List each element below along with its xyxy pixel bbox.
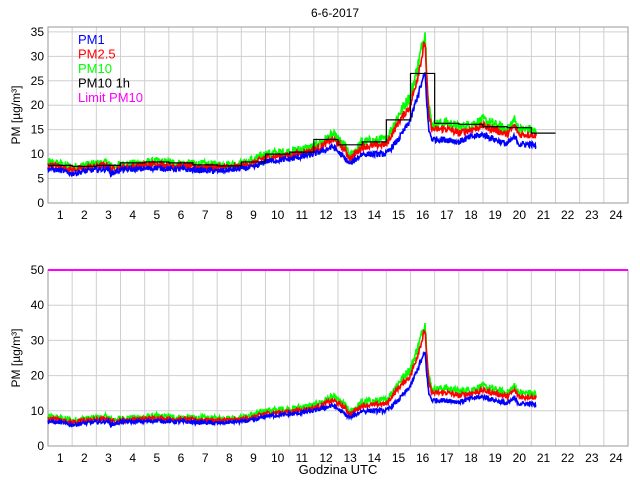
x-tick-label: 13 [343,208,357,222]
x-tick-label: 24 [609,208,623,222]
x-tick-label: 23 [585,208,599,222]
x-tick-label: 8 [226,451,233,465]
x-tick-label: 18 [464,208,478,222]
x-tick-label: 10 [271,451,285,465]
x-tick-label: 5 [153,208,160,222]
x-tick-label: 9 [250,208,257,222]
x-tick-label: 17 [440,451,454,465]
y-tick-label: 50 [31,263,45,277]
y-tick-label: 30 [31,49,45,63]
x-tick-label: 12 [319,451,333,465]
y-tick-label: 20 [31,369,45,383]
legend-entry: Limit PM10 [78,90,143,105]
x-tick-label: 8 [226,208,233,222]
x-tick-label: 10 [271,208,285,222]
y-tick-label: 30 [31,333,45,347]
x-tick-label: 22 [561,451,575,465]
x-tick-label: 9 [250,451,257,465]
x-tick-label: 6 [178,451,185,465]
y-tick-label: 10 [31,404,45,418]
legend-entry: PM10 [78,61,112,76]
x-tick-label: 6 [178,208,185,222]
y-tick-label: 35 [31,25,45,39]
y-tick-label: 0 [37,439,44,453]
y-tick-label: 25 [31,74,45,88]
x-tick-label: 14 [368,451,382,465]
x-tick-label: 16 [416,451,430,465]
x-tick-label: 11 [296,451,309,465]
legend-entry: PM1 [78,32,105,47]
y-axis-label: PM [µg/m³] [9,329,23,388]
x-tick-label: 11 [296,208,309,222]
x-tick-label: 7 [202,451,209,465]
x-tick-label: 1 [57,208,64,222]
y-tick-label: 10 [31,147,45,161]
top-plot: 1 2 3 4 5 6 7 8 9 10 11 12 13 14 15 16 17 18 19 20 21 22 23 240… [9,25,629,222]
series-line-pm1 [47,72,537,178]
x-tick-label: 19 [488,451,502,465]
series-line-pm1 [47,350,537,429]
x-tick-label: 4 [129,208,136,222]
x-tick-label: 16 [416,208,430,222]
x-tick-label: 15 [392,208,406,222]
bottom-plot: 1 2 3 4 5 6 7 8 9 10 11 12 13 14 15 16 17 18 19 20 21 22 23 240… [9,263,629,465]
x-tick-label: 20 [513,208,527,222]
chart-title: 6-6-2017 [311,6,359,20]
y-tick-label: 0 [37,196,44,210]
x-tick-label: 1 [57,451,64,465]
x-tick-label: 2 [81,451,88,465]
x-tick-label: 4 [129,451,136,465]
x-tick-label: 21 [537,208,551,222]
series-line-pm10 [47,323,537,426]
x-tick-label: 18 [464,451,478,465]
y-tick-label: 20 [31,98,45,112]
x-tick-label: 2 [81,208,88,222]
x-tick-label: 3 [105,208,112,222]
y-axis-label: PM [µg/m³] [9,86,23,145]
x-tick-label: 15 [392,451,406,465]
x-axis-label: Godzina UTC [299,462,378,477]
x-tick-label: 12 [319,208,333,222]
y-tick-label: 5 [37,172,44,186]
x-tick-label: 24 [609,451,623,465]
x-tick-label: 5 [153,451,160,465]
y-tick-label: 40 [31,298,45,312]
x-tick-label: 7 [202,208,209,222]
x-tick-label: 17 [440,208,454,222]
x-tick-label: 14 [368,208,382,222]
x-tick-label: 22 [561,208,575,222]
legend-entry: PM2.5 [78,47,116,62]
y-tick-label: 15 [31,123,45,137]
legend-entry: PM10 1h [78,76,130,91]
series-line-pm25 [47,329,537,427]
x-tick-label: 21 [537,451,551,465]
x-tick-label: 13 [343,451,357,465]
x-tick-label: 23 [585,451,599,465]
x-tick-label: 20 [513,451,527,465]
plot-frame [47,26,629,204]
x-tick-label: 19 [488,208,502,222]
series-line-pm10-1h [48,72,556,167]
x-tick-label: 3 [105,451,112,465]
